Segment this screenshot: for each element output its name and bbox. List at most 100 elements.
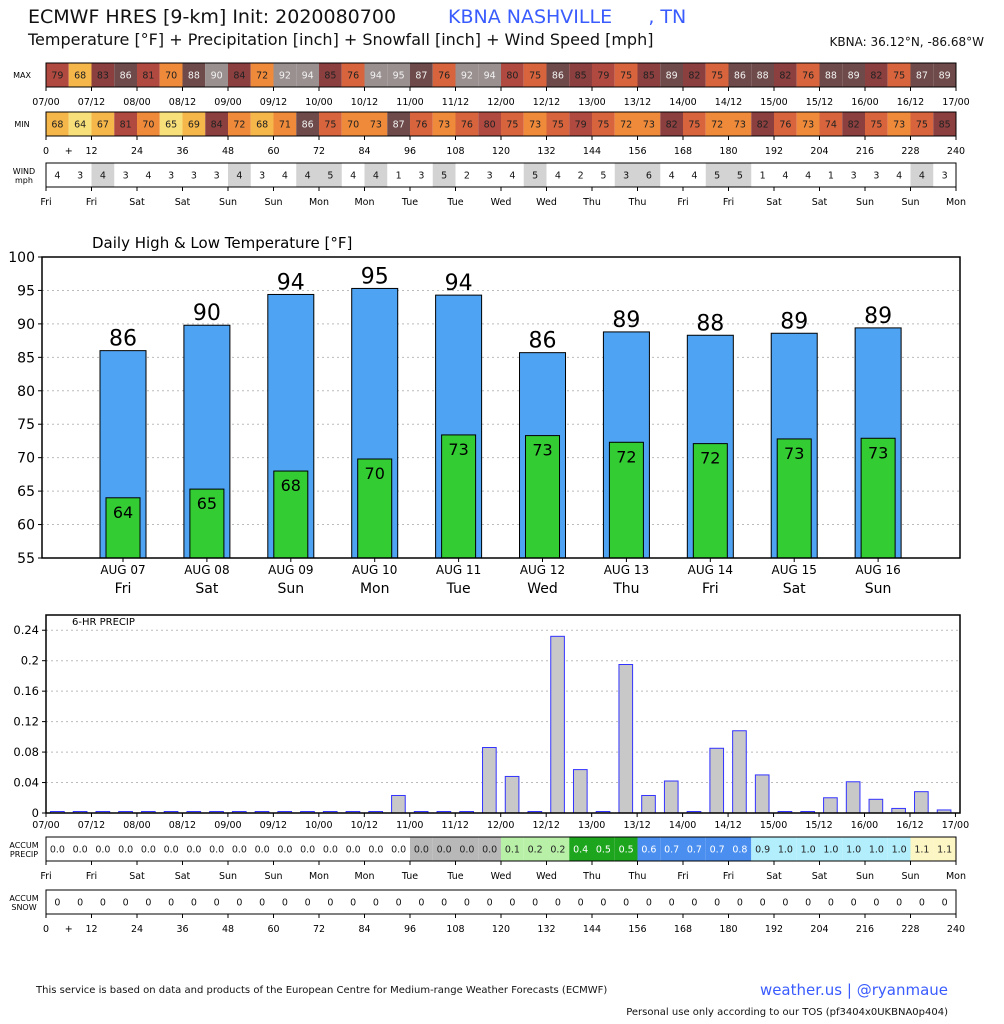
accum-snow-strip-value: 0 <box>600 898 606 909</box>
min-temp-strip-value: 70 <box>142 120 154 131</box>
low-temp-bar <box>525 435 561 559</box>
accum-precip-strip-cell <box>569 837 592 861</box>
wind-strip-value: 3 <box>191 171 197 182</box>
temp-x-label: AUG 14 <box>688 563 733 577</box>
accum-snow-strip-value: 0 <box>305 898 311 909</box>
min-temp-strip-value: 87 <box>393 120 405 131</box>
accum-snow-strip-value: 0 <box>441 898 447 909</box>
min-temp-strip-cell <box>182 112 206 136</box>
accum-snow-strip-value: 0 <box>942 898 948 909</box>
temp-y-label: 55 <box>17 551 35 567</box>
max-temp-strip-value: 83 <box>97 71 109 82</box>
precip-y-label: 0.2 <box>21 654 39 668</box>
accum-day-label: Mon <box>946 871 966 882</box>
max-temp-strip-value: 80 <box>506 71 518 82</box>
precip-x-label: 15/00 <box>760 820 787 831</box>
low-temp-label: 72 <box>616 447 636 466</box>
max-temp-strip-value: 89 <box>666 71 678 82</box>
accum-precip-strip-cell <box>410 837 433 861</box>
daily-temperature-chart: Daily High & Low Temperature [°F] 55 60 65 7… <box>8 234 961 597</box>
accum-precip-strip-cell <box>774 837 797 861</box>
snow-hour-label: 96 <box>404 924 416 935</box>
accum-precip-strip-value: 0.0 <box>209 845 224 856</box>
accum-snow-strip-frame <box>45 889 957 915</box>
day-label: Wed <box>536 197 557 208</box>
max-temp-strip-cell <box>319 63 342 87</box>
high-temp-label: 95 <box>361 264 389 289</box>
high-temp-label: 89 <box>780 309 808 334</box>
accum-precip-strip-value: 0.0 <box>482 845 497 856</box>
accum-precip-strip-value: 0.4 <box>573 845 588 856</box>
station-coordinates: KBNA: 36.12°N, -86.68°W <box>829 35 984 49</box>
precip-bar <box>732 730 747 814</box>
low-temp-label: 64 <box>113 503 133 522</box>
time-label: 16/00 <box>851 97 878 108</box>
min-temp-strip-value: 70 <box>347 120 359 131</box>
time-label: 10/12 <box>351 97 378 108</box>
snow-hour-label: + <box>65 924 73 935</box>
min-temp-strip-value: 75 <box>506 120 518 131</box>
min-temp-strip-value: 72 <box>711 120 723 131</box>
precip-x-label: 08/00 <box>123 820 150 831</box>
accum-precip-strip-value: 1.0 <box>801 845 816 856</box>
max-temp-strip-value: 72 <box>256 71 268 82</box>
temp-y-label: 95 <box>17 283 35 299</box>
max-temp-strip-cell <box>819 63 843 87</box>
wind-strip-cell <box>228 163 251 187</box>
precip-chart: 6-HR PRECIP 0 0.04 0.08 0.12 0.16 0.2 0.24 07/00… <box>13 614 969 831</box>
min-temp-strip-cell <box>478 112 501 136</box>
wind-strip-value: 5 <box>600 171 606 182</box>
accum-precip-strip-value: 0.9 <box>755 845 770 856</box>
wind-strip-cell <box>637 163 661 187</box>
accum-snow-strip-value: 0 <box>259 898 265 909</box>
accum-snow-strip-value: 0 <box>669 898 675 909</box>
max-temp-strip-value: 76 <box>802 71 814 82</box>
time-label: 16/12 <box>897 97 924 108</box>
temp-x-label: AUG 15 <box>772 563 817 577</box>
day-label: Sat <box>129 197 145 208</box>
max-temp-strip-cell <box>182 63 206 87</box>
day-label: Wed <box>491 197 512 208</box>
accum-snow-strip-value: 0 <box>464 898 470 909</box>
time-label: 08/00 <box>123 97 150 108</box>
min-temp-strip-cell <box>842 112 865 136</box>
max-temp-strip-cell <box>569 63 592 87</box>
accum-precip-strip-value: 1.1 <box>937 845 952 856</box>
snow-hour-label: 24 <box>131 924 143 935</box>
accum-day-label: Fri <box>677 871 688 882</box>
time-label: 13/12 <box>624 97 651 108</box>
accum-precip-strip-value: 0.2 <box>550 845 565 856</box>
accum-precip-strip-cell <box>660 837 683 861</box>
max-temp-strip-value: 75 <box>529 71 541 82</box>
hour-label: 24 <box>131 146 143 157</box>
accum-precip-strip-value: 0.0 <box>50 845 65 856</box>
accum-precip-strip-value: 0.0 <box>346 845 361 856</box>
accum-snow-strip-value: 0 <box>373 898 379 909</box>
snow-hour-label: 204 <box>810 924 828 935</box>
max-temp-strip-cell <box>933 63 956 87</box>
precip-bar <box>868 798 884 814</box>
min-temp-strip-value: 82 <box>848 120 860 131</box>
accum-day-label: Tue <box>401 871 418 882</box>
snow-hour-label: 180 <box>719 924 737 935</box>
temp-day-label: Fri <box>702 581 719 597</box>
accum-snow-strip-value: 0 <box>782 898 788 909</box>
accum-snow-strip-value: 0 <box>350 898 356 909</box>
accum-precip-strip-value: 0.0 <box>232 845 247 856</box>
low-temp-label: 65 <box>197 494 217 513</box>
accum-precip-strip-value: 0.0 <box>459 845 474 856</box>
footer-brand-link[interactable]: weather.us | @ryanmaue <box>759 981 948 999</box>
wind-strip-cell <box>432 163 456 187</box>
accum-precip-strip-value: 1.1 <box>914 845 929 856</box>
min-temp-strip-value: 74 <box>825 120 837 131</box>
snow-hour-label: 0 <box>43 924 49 935</box>
precip-x-label: 07/12 <box>78 820 105 831</box>
accum-day-label: Fri <box>86 871 97 882</box>
accum-snow-strip-value: 0 <box>737 898 743 909</box>
max-temp-strip-cell <box>137 63 160 87</box>
temp-y-label: 80 <box>17 384 35 400</box>
min-temp-strip-cell <box>410 112 433 136</box>
wind-strip-cell <box>728 163 752 187</box>
time-label: 11/00 <box>396 97 423 108</box>
min-temp-strip-value: 75 <box>324 120 336 131</box>
